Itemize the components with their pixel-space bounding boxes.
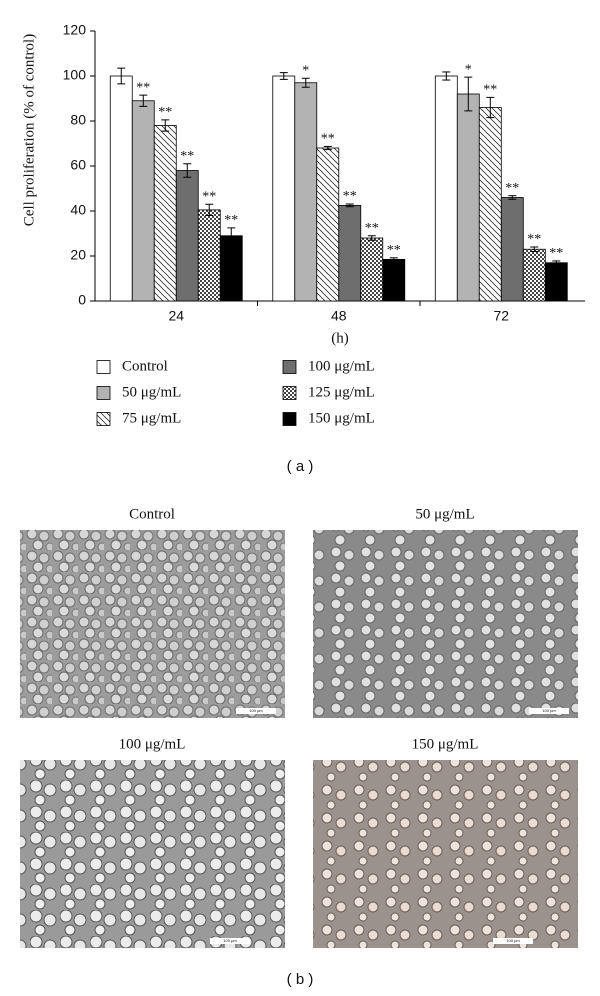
significance-label: ** (180, 149, 194, 164)
significance-label: ** (158, 105, 172, 120)
bar (294, 82, 318, 302)
error-bar (183, 163, 192, 178)
error-bar (139, 94, 148, 107)
error-bar (205, 203, 214, 216)
bar (109, 75, 133, 302)
error-bar (279, 72, 288, 80)
micrograph (20, 760, 285, 948)
image-label: 50 μg/mL (415, 506, 474, 522)
legend-swatch (282, 360, 297, 374)
panel-label: ( a ) (287, 458, 314, 475)
legend-label: 50 μg/mL (122, 384, 181, 400)
bar (338, 204, 362, 302)
scale-bar (236, 708, 276, 714)
micrograph (20, 530, 285, 718)
significance-label: * (465, 62, 472, 77)
scale-bar-label: 100 μm (542, 708, 556, 713)
x-tick-label: 72 (494, 308, 510, 324)
bar (434, 75, 458, 302)
significance-label: ** (387, 243, 401, 258)
bar (522, 248, 546, 302)
significance-label: * (302, 63, 309, 78)
panel-label: ( b ) (287, 971, 314, 988)
x-tick-label: 48 (331, 308, 347, 324)
image-label: 100 μg/mL (119, 736, 186, 752)
legend-swatch (96, 360, 111, 374)
bar (544, 262, 568, 302)
error-bar (464, 76, 473, 112)
bar (456, 93, 480, 302)
error-bar (486, 96, 495, 119)
error-bar (552, 260, 561, 266)
significance-label: ** (505, 181, 519, 196)
bar (131, 100, 155, 302)
significance-label: ** (549, 246, 563, 261)
bar (197, 209, 221, 302)
y-tick-label: 0 (78, 292, 86, 308)
bar (175, 170, 199, 302)
y-axis-label: Cell proliferation (% of control) (21, 34, 37, 226)
legend-label: 125 μg/mL (308, 384, 375, 400)
error-bar (227, 227, 236, 245)
error-bar (345, 203, 354, 208)
x-tick-label: 24 (168, 308, 184, 324)
y-tick-label: 80 (70, 112, 86, 128)
legend-label: 100 μg/mL (308, 358, 375, 374)
significance-label: ** (136, 80, 150, 95)
error-bar (442, 71, 451, 81)
micrograph (313, 760, 578, 948)
significance-label: ** (343, 189, 357, 204)
y-tick-label: 60 (70, 157, 86, 173)
legend-label: 150 μg/mL (308, 410, 375, 426)
significance-label: ** (224, 213, 238, 228)
bar (316, 147, 340, 302)
scale-bar-label: 100 μm (506, 938, 520, 943)
error-bar (323, 145, 332, 151)
bar (382, 258, 406, 302)
significance-label: ** (321, 132, 335, 147)
scale-bar (529, 708, 569, 714)
significance-label: ** (365, 221, 379, 236)
y-tick-label: 40 (70, 202, 86, 218)
bar (500, 197, 524, 302)
error-bar (161, 119, 170, 132)
image-label: Control (129, 506, 175, 522)
error-bar (301, 77, 310, 88)
legend-swatch (282, 386, 297, 400)
legend-label: 75 μg/mL (122, 410, 181, 426)
scale-bar-label: 100 μm (223, 938, 237, 943)
bar (272, 75, 296, 302)
error-bar (530, 246, 539, 252)
error-bar (389, 257, 398, 262)
error-bar (508, 195, 517, 200)
scale-bar (493, 938, 533, 944)
y-tick-label: 120 (63, 22, 87, 38)
legend-label: Control (122, 358, 168, 374)
image-label: 150 μg/mL (412, 736, 479, 752)
legend-swatch (96, 412, 111, 426)
scale-bar (210, 938, 250, 944)
significance-label: ** (527, 232, 541, 247)
x-axis-label: (h) (331, 330, 349, 346)
scale-bar-label: 100 μm (249, 708, 263, 713)
error-bar (117, 67, 126, 85)
legend-swatch (282, 412, 297, 426)
bar (219, 235, 243, 302)
y-tick-label: 100 (63, 67, 87, 83)
bar (153, 125, 177, 302)
micrograph (313, 530, 578, 718)
error-bar (367, 235, 376, 241)
significance-label: ** (483, 83, 497, 98)
y-tick-label: 20 (70, 247, 86, 263)
significance-label: ** (202, 189, 216, 204)
legend-swatch (96, 386, 111, 400)
bar (360, 237, 384, 302)
bar (478, 107, 502, 302)
scale-bars: 100 μm 100 μm 100 μm 100 μm (210, 708, 569, 944)
